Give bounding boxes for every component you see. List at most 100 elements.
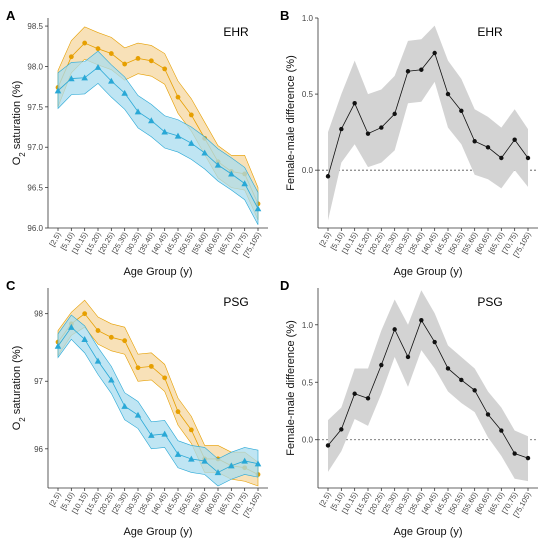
ci-band-series-1 (57, 299, 259, 487)
data-point-triangle (201, 149, 208, 156)
data-point-circle (135, 55, 141, 61)
panel-label-d: PSG (477, 295, 502, 309)
y-tick-label: 96 (34, 445, 43, 454)
data-point-triangle (188, 455, 195, 462)
data-point-triangle (68, 75, 75, 82)
data-point-circle (499, 428, 504, 433)
y-tick-label: 98.5 (27, 22, 43, 31)
data-point-circle (379, 125, 384, 130)
data-point-triangle (174, 132, 182, 139)
data-point-circle (459, 377, 464, 383)
data-point-triangle (68, 323, 75, 330)
panel-c: CPSG969798[2,5)[5,10)[10,15)[15,20)[20,2… (6, 278, 268, 538)
panel-label-c: PSG (223, 295, 248, 309)
y-axis-title: O2 saturation (%) (11, 346, 27, 431)
y-tick-label: 0.5 (302, 90, 314, 99)
data-point-triangle (108, 376, 115, 383)
data-point-circle (339, 126, 344, 132)
data-point-circle (175, 94, 181, 100)
data-point-circle (419, 317, 424, 323)
data-point-triangle (94, 63, 102, 70)
panel-d: DPSG0.00.51.0[2,5)[5,10)[10,15)[15,20)[2… (280, 278, 538, 538)
y-tick-label: 0.0 (302, 436, 314, 445)
y-tick-label: 97.5 (27, 103, 43, 112)
ci-band-series-2 (57, 50, 259, 225)
data-point-circle (405, 354, 411, 360)
panel-letter-d: D (280, 278, 289, 293)
data-point-triangle (134, 108, 142, 115)
data-point-circle (108, 51, 114, 56)
data-point-triangle (161, 128, 168, 135)
data-point-circle (148, 58, 154, 64)
data-point-triangle (148, 117, 155, 124)
data-point-circle (512, 137, 517, 142)
data-point-triangle (81, 336, 88, 342)
data-point-circle (525, 155, 531, 161)
data-point-triangle (241, 457, 248, 464)
data-point-triangle (108, 77, 115, 84)
data-point-triangle (94, 357, 102, 364)
data-point-triangle (148, 431, 155, 438)
data-point-triangle (228, 462, 235, 469)
data-point-circle (175, 409, 181, 415)
data-point-circle (499, 155, 504, 161)
data-point-triangle (54, 87, 62, 94)
data-point-triangle (214, 161, 222, 168)
data-point-circle (122, 61, 128, 67)
data-point-circle (365, 131, 371, 136)
y-axis-title: O2 saturation (%) (11, 81, 27, 166)
x-axis-title: Age Group (y) (123, 526, 192, 538)
data-point-triangle (174, 450, 182, 457)
data-point-triangle (241, 180, 248, 187)
data-point-triangle (254, 205, 262, 212)
data-point-triangle (54, 342, 62, 349)
data-point-circle (352, 391, 357, 396)
data-point-circle (95, 46, 101, 52)
data-point-circle (432, 339, 437, 345)
y-tick-label: 1.0 (302, 321, 314, 330)
data-point-triangle (121, 402, 128, 409)
series-line-1 (327, 52, 529, 177)
y-tick-label: 98 (34, 310, 43, 319)
data-point-triangle (121, 89, 128, 96)
data-point-triangle (201, 457, 208, 464)
data-point-triangle (188, 139, 195, 146)
data-point-circle (445, 91, 451, 97)
y-tick-label: 1.0 (302, 14, 314, 23)
data-point-circle (325, 443, 331, 448)
series-line-2 (57, 326, 259, 473)
data-point-circle (365, 396, 371, 401)
data-point-circle (325, 174, 331, 179)
series-line-1 (327, 319, 529, 459)
ci-band-series-1 (328, 25, 528, 221)
ci-band-series-1 (328, 290, 528, 482)
data-point-triangle (254, 460, 262, 467)
data-point-circle (82, 311, 88, 317)
y-axis-title: Female-male difference (%) (285, 55, 297, 191)
data-point-circle (472, 388, 477, 393)
panel-label-b: EHR (477, 25, 503, 39)
data-point-circle (432, 50, 437, 56)
data-point-circle (379, 362, 384, 368)
series-line-2 (57, 66, 259, 209)
data-point-circle (472, 139, 477, 144)
y-tick-label: 98.0 (27, 62, 43, 71)
data-point-circle (68, 54, 74, 60)
data-point-circle (95, 328, 101, 333)
data-point-circle (108, 334, 114, 340)
y-tick-label: 96.5 (27, 184, 43, 193)
data-point-triangle (228, 170, 235, 177)
y-tick-label: 0.5 (302, 378, 314, 387)
data-point-circle (82, 40, 88, 46)
y-axis-title: Female-male difference (%) (285, 320, 297, 456)
panel-label-a: EHR (223, 25, 249, 39)
data-point-circle (352, 101, 357, 106)
panel-b: BEHR0.00.51.0[2,5)[5,10)[10,15)[15,20)[2… (280, 8, 538, 278)
data-point-circle (525, 455, 531, 461)
x-axis-title: Age Group (y) (393, 266, 462, 278)
data-point-triangle (81, 74, 88, 81)
data-point-circle (148, 363, 154, 369)
data-point-circle (459, 108, 464, 114)
data-point-circle (485, 412, 491, 417)
ci-band-series-2 (57, 314, 259, 487)
